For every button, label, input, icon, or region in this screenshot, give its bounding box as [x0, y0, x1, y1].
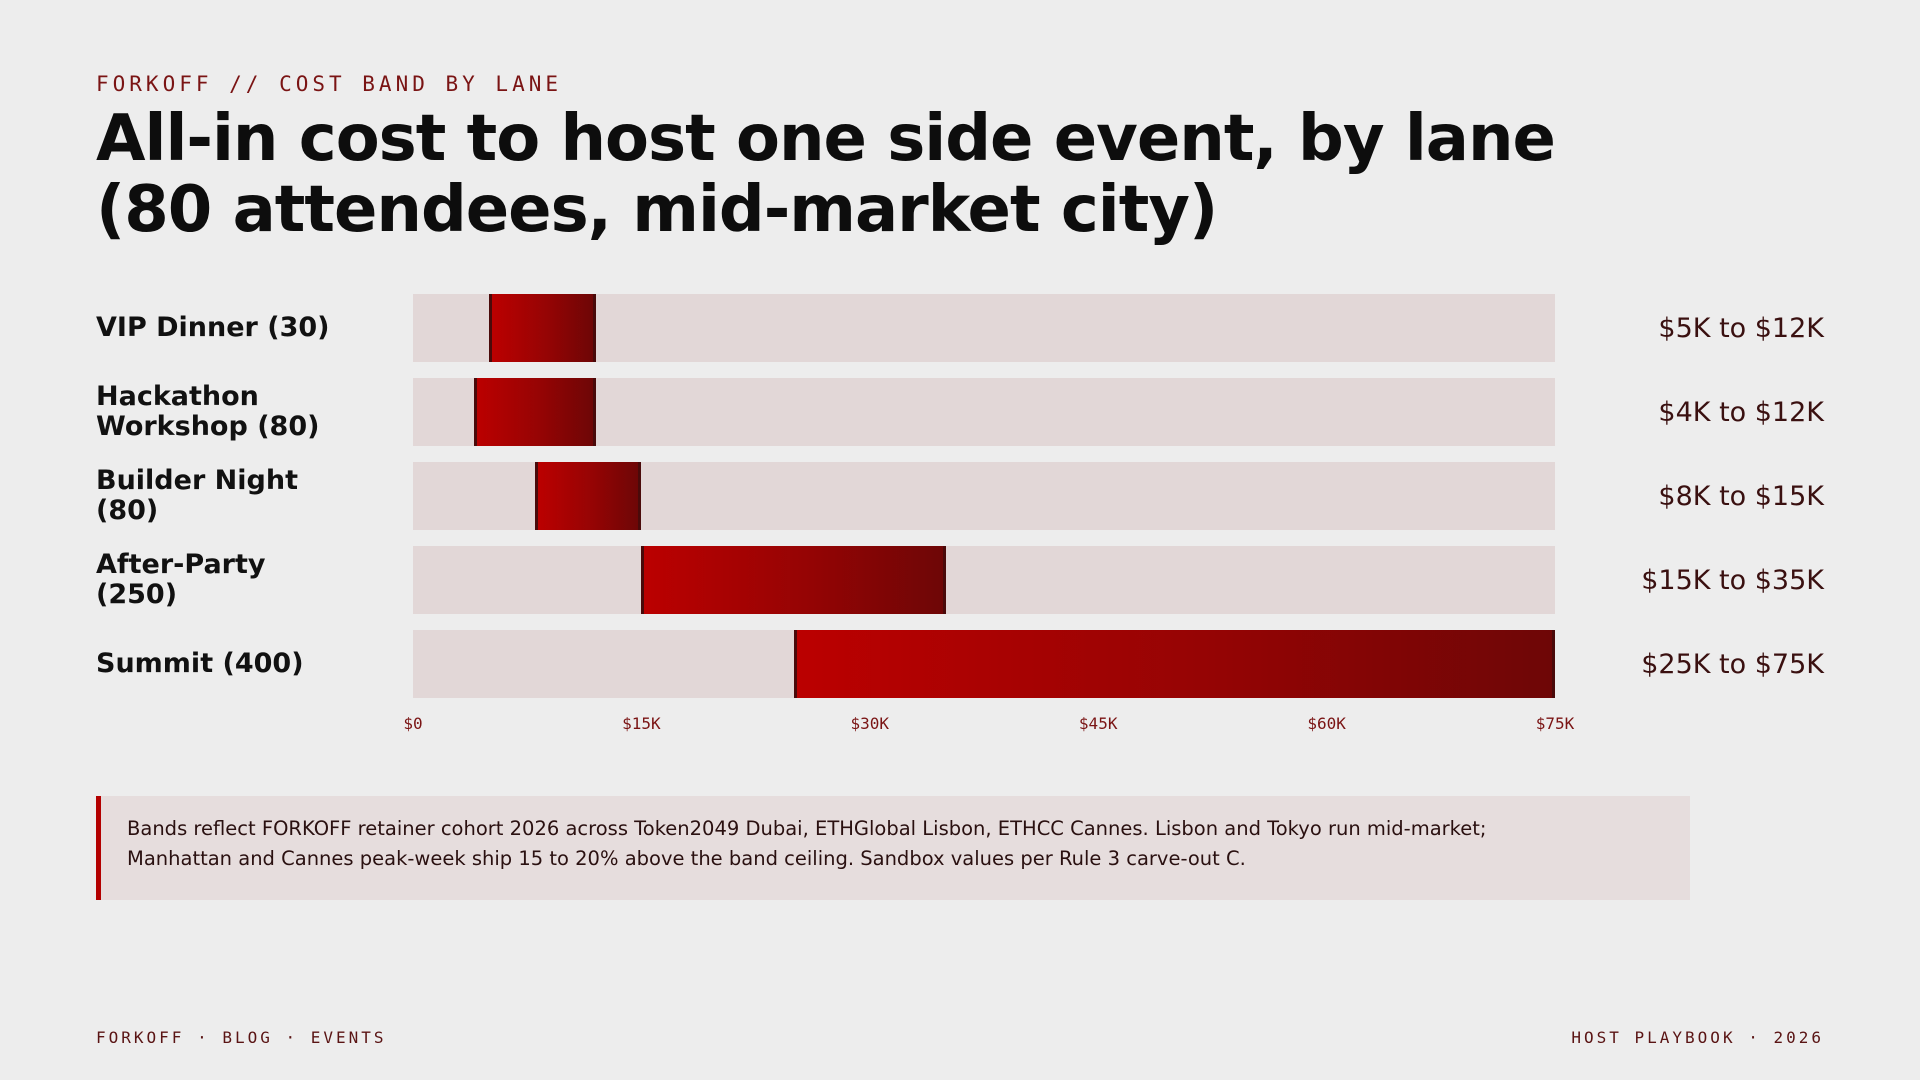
row-label-line: Workshop (80)	[96, 411, 320, 442]
row-label: After-Party (250)	[96, 546, 406, 614]
row-label: Hackathon Workshop (80)	[96, 378, 406, 446]
range-track	[413, 630, 1555, 698]
row-label-line: VIP Dinner (30)	[96, 312, 330, 343]
row-label-line: Builder Night	[96, 465, 298, 496]
cost-band-bar	[534, 462, 642, 530]
title-line-1: All-in cost to host one side event, by l…	[96, 102, 1556, 176]
title-line-2: (80 attendees, mid-market city)	[96, 173, 1218, 247]
cost-band-bar	[793, 630, 1555, 698]
row-label-line: Summit (400)	[96, 648, 304, 679]
cost-band-bar	[489, 294, 596, 362]
row-label: Builder Night (80)	[96, 462, 406, 530]
row-label: Summit (400)	[96, 630, 406, 698]
page-title: All-in cost to host one side event, by l…	[96, 104, 1776, 246]
x-tick-label: $0	[403, 714, 423, 733]
x-tick-label: $15K	[622, 714, 661, 733]
range-track	[413, 546, 1555, 614]
range-label: $8K to $15K	[1658, 480, 1824, 512]
x-tick-label: $30K	[850, 714, 890, 733]
range-track	[413, 462, 1555, 530]
footnote-line-2: Manhattan and Cannes peak-week ship 15 t…	[127, 847, 1246, 870]
range-label: $25K to $75K	[1641, 648, 1824, 680]
range-label: $4K to $12K	[1658, 396, 1824, 428]
chart-row: VIP Dinner (30) $5K to $12K	[0, 294, 1920, 362]
cost-band-bar	[641, 546, 946, 614]
range-track	[413, 294, 1555, 362]
row-label-line: After-Party	[96, 549, 266, 580]
cost-band-bar	[473, 378, 596, 446]
row-label: VIP Dinner (30)	[96, 294, 406, 362]
x-axis-ticks: $0 $15K $30K $45K $60K $75K	[0, 714, 1920, 738]
footnote-line-1: Bands reflect FORKOFF retainer cohort 20…	[127, 817, 1487, 840]
row-label-line: (80)	[96, 495, 159, 526]
x-tick-label: $45K	[1078, 714, 1118, 733]
range-track	[413, 378, 1555, 446]
kicker: FORKOFF // COST BAND BY LANE	[96, 72, 563, 96]
chart-row: Hackathon Workshop (80) $4K to $12K	[0, 378, 1920, 446]
x-tick-label: $60K	[1307, 714, 1346, 733]
chart-row: After-Party (250) $15K to $35K	[0, 546, 1920, 614]
row-label-line: (250)	[96, 579, 178, 610]
range-label: $15K to $35K	[1641, 564, 1824, 596]
footnote-callout: Bands reflect FORKOFF retainer cohort 20…	[96, 796, 1690, 900]
x-tick-label: $75K	[1535, 714, 1575, 733]
footer-left: FORKOFF · BLOG · EVENTS	[96, 1028, 387, 1047]
range-label: $5K to $12K	[1658, 312, 1824, 344]
row-label-line: Hackathon	[96, 381, 259, 412]
chart-row: Builder Night (80) $8K to $15K	[0, 462, 1920, 530]
chart-row: Summit (400) $25K to $75K	[0, 630, 1920, 698]
footer-right: HOST PLAYBOOK · 2026	[1571, 1028, 1824, 1047]
